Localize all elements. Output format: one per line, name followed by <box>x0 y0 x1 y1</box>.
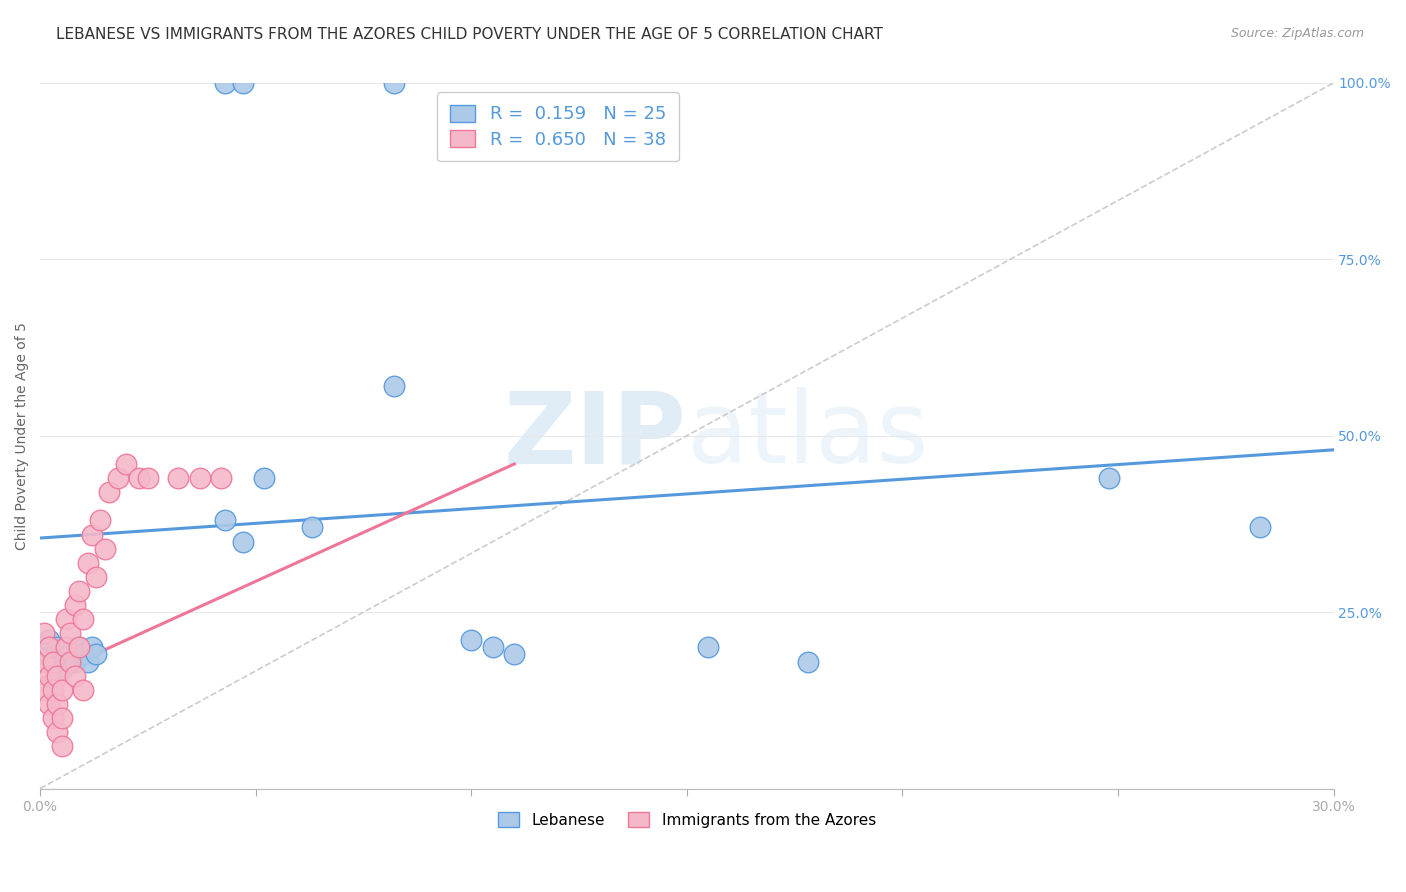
Point <box>80 527 103 541</box>
Point <box>214 76 236 90</box>
Legend: Lebanese, Immigrants from the Azores: Lebanese, Immigrants from the Azores <box>492 806 882 834</box>
Point <box>38 640 60 655</box>
Point <box>42 711 65 725</box>
Point <box>232 76 254 90</box>
Point <box>34 626 56 640</box>
Point <box>67 584 90 599</box>
Point <box>232 534 254 549</box>
Point <box>209 471 232 485</box>
Point <box>107 471 129 485</box>
Point <box>89 513 111 527</box>
Point <box>46 725 69 739</box>
Point <box>46 668 69 682</box>
Point <box>51 739 73 754</box>
Text: ZIP: ZIP <box>503 387 686 484</box>
Point <box>34 648 56 662</box>
Point <box>382 379 405 393</box>
Point <box>697 640 720 655</box>
Point <box>188 471 211 485</box>
Point <box>63 655 86 669</box>
Point <box>34 655 56 669</box>
Y-axis label: Child Poverty Under the Age of 5: Child Poverty Under the Age of 5 <box>15 322 30 549</box>
Text: atlas: atlas <box>686 387 928 484</box>
Point <box>34 682 56 697</box>
Point <box>46 697 69 711</box>
Point <box>72 612 94 626</box>
Point <box>128 471 150 485</box>
Point <box>42 682 65 697</box>
Point <box>55 640 77 655</box>
Point <box>38 697 60 711</box>
Point <box>481 640 503 655</box>
Point <box>42 655 65 669</box>
Point <box>72 682 94 697</box>
Point <box>460 633 482 648</box>
Point <box>76 655 98 669</box>
Point <box>55 612 77 626</box>
Point <box>46 640 69 655</box>
Point <box>67 640 90 655</box>
Point <box>214 513 236 527</box>
Point <box>1098 471 1121 485</box>
Point <box>796 655 818 669</box>
Point <box>1249 520 1271 534</box>
Point <box>167 471 190 485</box>
Point <box>59 655 82 669</box>
Point <box>51 682 73 697</box>
Point <box>67 640 90 655</box>
Point <box>80 640 103 655</box>
Point <box>59 648 82 662</box>
Point <box>51 662 73 676</box>
Point <box>84 648 107 662</box>
Point <box>84 570 107 584</box>
Point <box>115 457 138 471</box>
Point <box>38 668 60 682</box>
Point <box>253 471 276 485</box>
Point <box>76 556 98 570</box>
Point <box>98 485 121 500</box>
Text: LEBANESE VS IMMIGRANTS FROM THE AZORES CHILD POVERTY UNDER THE AGE OF 5 CORRELAT: LEBANESE VS IMMIGRANTS FROM THE AZORES C… <box>56 27 883 42</box>
Point <box>63 668 86 682</box>
Point <box>503 648 526 662</box>
Point <box>382 76 405 90</box>
Point <box>94 541 117 556</box>
Point <box>136 471 159 485</box>
Point <box>38 633 60 648</box>
Point <box>42 655 65 669</box>
Point <box>63 598 86 612</box>
Point <box>72 648 94 662</box>
Point <box>301 520 323 534</box>
Point <box>55 640 77 655</box>
Text: Source: ZipAtlas.com: Source: ZipAtlas.com <box>1230 27 1364 40</box>
Point <box>59 626 82 640</box>
Point <box>51 711 73 725</box>
